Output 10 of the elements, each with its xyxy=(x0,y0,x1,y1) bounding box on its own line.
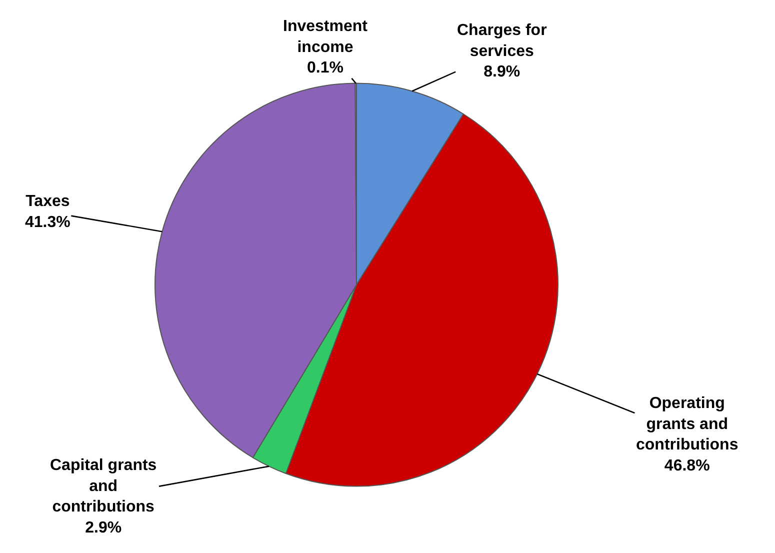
data-label: 0.1% xyxy=(307,60,344,77)
data-label: 8.9% xyxy=(484,64,520,81)
slice-label: Capital grants and contributions xyxy=(50,457,157,516)
data-label: 46.8% xyxy=(664,457,710,474)
slice-label: Taxes xyxy=(26,193,70,210)
slice-label: Charges for services xyxy=(457,22,547,60)
slice-label: Investment income xyxy=(283,18,368,56)
data-label: 2.9% xyxy=(85,519,122,536)
slice-label: Operating grants and contributions xyxy=(636,395,738,454)
data-label: 41.3% xyxy=(25,214,70,231)
